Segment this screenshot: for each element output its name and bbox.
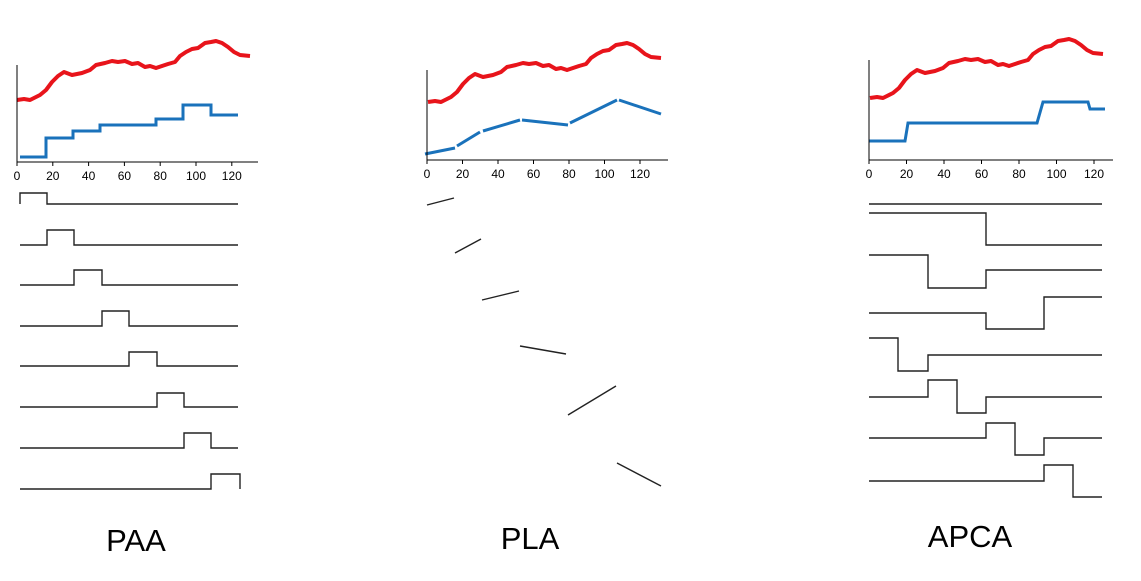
basis-functions xyxy=(19,192,241,490)
x-tick-label: 80 xyxy=(1012,167,1026,181)
paa-panel xyxy=(15,39,252,490)
x-tick-label: 60 xyxy=(118,169,132,183)
approximation xyxy=(20,103,238,159)
series-curve xyxy=(426,41,663,104)
x-tick-label: 120 xyxy=(1084,167,1104,181)
x-tick-label: 0 xyxy=(14,169,21,183)
apca-panel xyxy=(868,37,1105,498)
basis-functions xyxy=(426,197,662,487)
x-tick-label: 20 xyxy=(46,169,60,183)
approximation xyxy=(424,98,662,156)
x-tick-label: 20 xyxy=(456,167,470,181)
approximation xyxy=(869,100,1105,143)
x-tick-label: 100 xyxy=(1046,167,1066,181)
x-tick-label: 0 xyxy=(866,167,873,181)
panel-title: APCA xyxy=(928,519,1013,554)
series-curve xyxy=(15,39,252,102)
x-tick-label: 60 xyxy=(975,167,989,181)
x-tick-label: 40 xyxy=(82,169,96,183)
pla-panel xyxy=(424,41,663,487)
panel-title: PAA xyxy=(106,523,166,558)
x-tick-label: 40 xyxy=(491,167,505,181)
x-tick-label: 100 xyxy=(186,169,206,183)
x-tick-label: 120 xyxy=(222,169,242,183)
axis xyxy=(868,60,1113,161)
x-tick-label: 120 xyxy=(630,167,650,181)
x-tick-label: 80 xyxy=(154,169,168,183)
x-tick-label: 100 xyxy=(594,167,614,181)
x-tick-label: 20 xyxy=(900,167,914,181)
x-tick-label: 0 xyxy=(424,167,431,181)
panel-title: PLA xyxy=(501,521,560,556)
basis-functions xyxy=(869,203,1102,498)
x-tick-label: 40 xyxy=(937,167,951,181)
x-tick-label: 60 xyxy=(527,167,541,181)
series-curve xyxy=(868,37,1105,100)
x-tick-label: 80 xyxy=(562,167,576,181)
